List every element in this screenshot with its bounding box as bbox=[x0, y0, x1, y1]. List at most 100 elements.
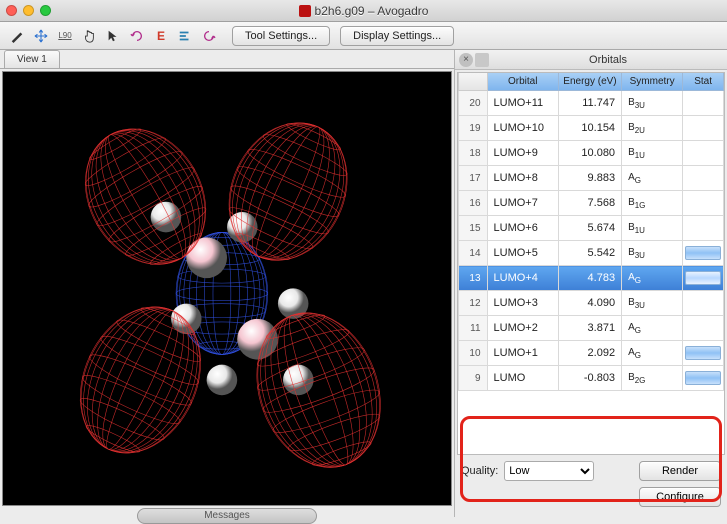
orbital-row[interactable]: 12LUMO+34.090B3U bbox=[459, 291, 724, 316]
orbital-energy: 5.542 bbox=[558, 241, 621, 266]
tool-settings-button[interactable]: Tool Settings... bbox=[232, 26, 330, 46]
orbital-symmetry: AG bbox=[622, 316, 683, 341]
main-area: View 1 Messages × Orbitals OrbitalEnergy… bbox=[0, 50, 727, 517]
orbital-energy: 11.747 bbox=[558, 91, 621, 116]
orbitals-panel: × Orbitals OrbitalEnergy (eV)SymmetrySta… bbox=[455, 50, 727, 517]
3d-viewport[interactable] bbox=[2, 71, 452, 506]
orbital-name: LUMO+5 bbox=[487, 241, 558, 266]
orbital-row[interactable]: 11LUMO+23.871AG bbox=[459, 316, 724, 341]
orbital-name: LUMO+3 bbox=[487, 291, 558, 316]
orbital-name: LUMO+8 bbox=[487, 166, 558, 191]
app-icon bbox=[299, 5, 311, 17]
orbital-status bbox=[683, 291, 724, 316]
toolbar: L90 E Tool Settings... Display Settings.… bbox=[0, 22, 727, 50]
quality-label: Quality: bbox=[461, 465, 498, 477]
orbital-energy: 7.568 bbox=[558, 191, 621, 216]
orbital-row[interactable]: 19LUMO+1010.154B2U bbox=[459, 116, 724, 141]
orbital-energy: 4.090 bbox=[558, 291, 621, 316]
orbital-status bbox=[683, 266, 724, 291]
row-number: 18 bbox=[459, 141, 488, 166]
orbital-symmetry: B3U bbox=[622, 291, 683, 316]
window-titlebar: b2h6.g09 – Avogadro bbox=[0, 0, 727, 22]
orbital-status bbox=[683, 166, 724, 191]
orbital-name: LUMO+6 bbox=[487, 216, 558, 241]
left-pane: View 1 Messages bbox=[0, 50, 455, 517]
orbital-status bbox=[683, 241, 724, 266]
render-button[interactable]: Render bbox=[639, 461, 721, 481]
row-number: 17 bbox=[459, 166, 488, 191]
orbital-status bbox=[683, 366, 724, 391]
col-header[interactable]: Stat bbox=[683, 73, 724, 91]
orbital-symmetry: AG bbox=[622, 166, 683, 191]
panel-title: Orbitals bbox=[493, 54, 723, 66]
display-settings-button[interactable]: Display Settings... bbox=[340, 26, 454, 46]
row-number: 11 bbox=[459, 316, 488, 341]
orbital-energy: -0.803 bbox=[558, 366, 621, 391]
orbital-name: LUMO+1 bbox=[487, 341, 558, 366]
messages-toggle[interactable]: Messages bbox=[137, 508, 317, 524]
row-number: 13 bbox=[459, 266, 488, 291]
align-tool-icon[interactable] bbox=[174, 26, 196, 46]
orbital-symmetry: B2U bbox=[622, 116, 683, 141]
orbital-energy: 5.674 bbox=[558, 216, 621, 241]
view-tabs: View 1 bbox=[0, 50, 454, 69]
row-number: 12 bbox=[459, 291, 488, 316]
orbital-row[interactable]: 15LUMO+65.674B1U bbox=[459, 216, 724, 241]
orbital-symmetry: B2G bbox=[622, 366, 683, 391]
col-header[interactable]: Orbital bbox=[487, 73, 558, 91]
col-header[interactable]: Symmetry bbox=[622, 73, 683, 91]
orbital-name: LUMO+11 bbox=[487, 91, 558, 116]
orbital-row[interactable]: 13LUMO+44.783AG bbox=[459, 266, 724, 291]
orbital-symmetry: B1U bbox=[622, 216, 683, 241]
orbital-name: LUMO+2 bbox=[487, 316, 558, 341]
messages-bar-wrap: Messages bbox=[0, 508, 454, 524]
orbital-row[interactable]: 10LUMO+12.092AG bbox=[459, 341, 724, 366]
row-number: 14 bbox=[459, 241, 488, 266]
orbital-name: LUMO+9 bbox=[487, 141, 558, 166]
draw-tool-icon[interactable] bbox=[6, 26, 28, 46]
orbital-energy: 10.080 bbox=[558, 141, 621, 166]
orbital-energy: 9.883 bbox=[558, 166, 621, 191]
row-number: 16 bbox=[459, 191, 488, 216]
orbital-symmetry: B3U bbox=[622, 241, 683, 266]
col-header[interactable] bbox=[459, 73, 488, 91]
autorotate-tool-icon[interactable] bbox=[198, 26, 220, 46]
quality-select[interactable]: Low bbox=[504, 461, 594, 481]
row-number: 19 bbox=[459, 116, 488, 141]
panel-detach-icon[interactable] bbox=[475, 53, 489, 67]
orbital-row[interactable]: 16LUMO+77.568B1G bbox=[459, 191, 724, 216]
navigate-tool-icon[interactable] bbox=[30, 26, 52, 46]
orbital-row[interactable]: 20LUMO+1111.747B3U bbox=[459, 91, 724, 116]
orbitals-table-wrap: OrbitalEnergy (eV)SymmetryStat 20LUMO+11… bbox=[457, 72, 725, 455]
bond-centric-tool-icon[interactable]: L90 bbox=[54, 26, 76, 46]
orbital-name: LUMO bbox=[487, 366, 558, 391]
orbital-name: LUMO+4 bbox=[487, 266, 558, 291]
orbital-status bbox=[683, 341, 724, 366]
orbital-row[interactable]: 9LUMO-0.803B2G bbox=[459, 366, 724, 391]
orbital-status bbox=[683, 191, 724, 216]
orbital-status bbox=[683, 141, 724, 166]
row-number: 20 bbox=[459, 91, 488, 116]
view-tab-1[interactable]: View 1 bbox=[4, 50, 60, 68]
col-header[interactable]: Energy (eV) bbox=[558, 73, 621, 91]
configure-button[interactable]: Configure bbox=[639, 487, 721, 507]
orbital-energy: 4.783 bbox=[558, 266, 621, 291]
orbital-row[interactable]: 18LUMO+910.080B1U bbox=[459, 141, 724, 166]
orbital-status bbox=[683, 316, 724, 341]
window-title: b2h6.g09 – Avogadro bbox=[0, 4, 727, 18]
orbitals-table: OrbitalEnergy (eV)SymmetryStat 20LUMO+11… bbox=[458, 73, 724, 391]
orbital-row[interactable]: 17LUMO+89.883AG bbox=[459, 166, 724, 191]
render-controls: Quality: Low Render Configure bbox=[455, 455, 727, 517]
orbital-energy: 2.092 bbox=[558, 341, 621, 366]
orbital-symmetry: B1G bbox=[622, 191, 683, 216]
orbital-energy: 3.871 bbox=[558, 316, 621, 341]
panel-close-icon[interactable]: × bbox=[459, 53, 473, 67]
manipulate-tool-icon[interactable] bbox=[78, 26, 100, 46]
orbital-energy: 10.154 bbox=[558, 116, 621, 141]
measure-tool-icon[interactable]: E bbox=[150, 26, 172, 46]
orbital-status bbox=[683, 216, 724, 241]
rotate-tool-icon[interactable] bbox=[126, 26, 148, 46]
select-tool-icon[interactable] bbox=[102, 26, 124, 46]
orbital-row[interactable]: 14LUMO+55.542B3U bbox=[459, 241, 724, 266]
panel-header: × Orbitals bbox=[455, 50, 727, 70]
